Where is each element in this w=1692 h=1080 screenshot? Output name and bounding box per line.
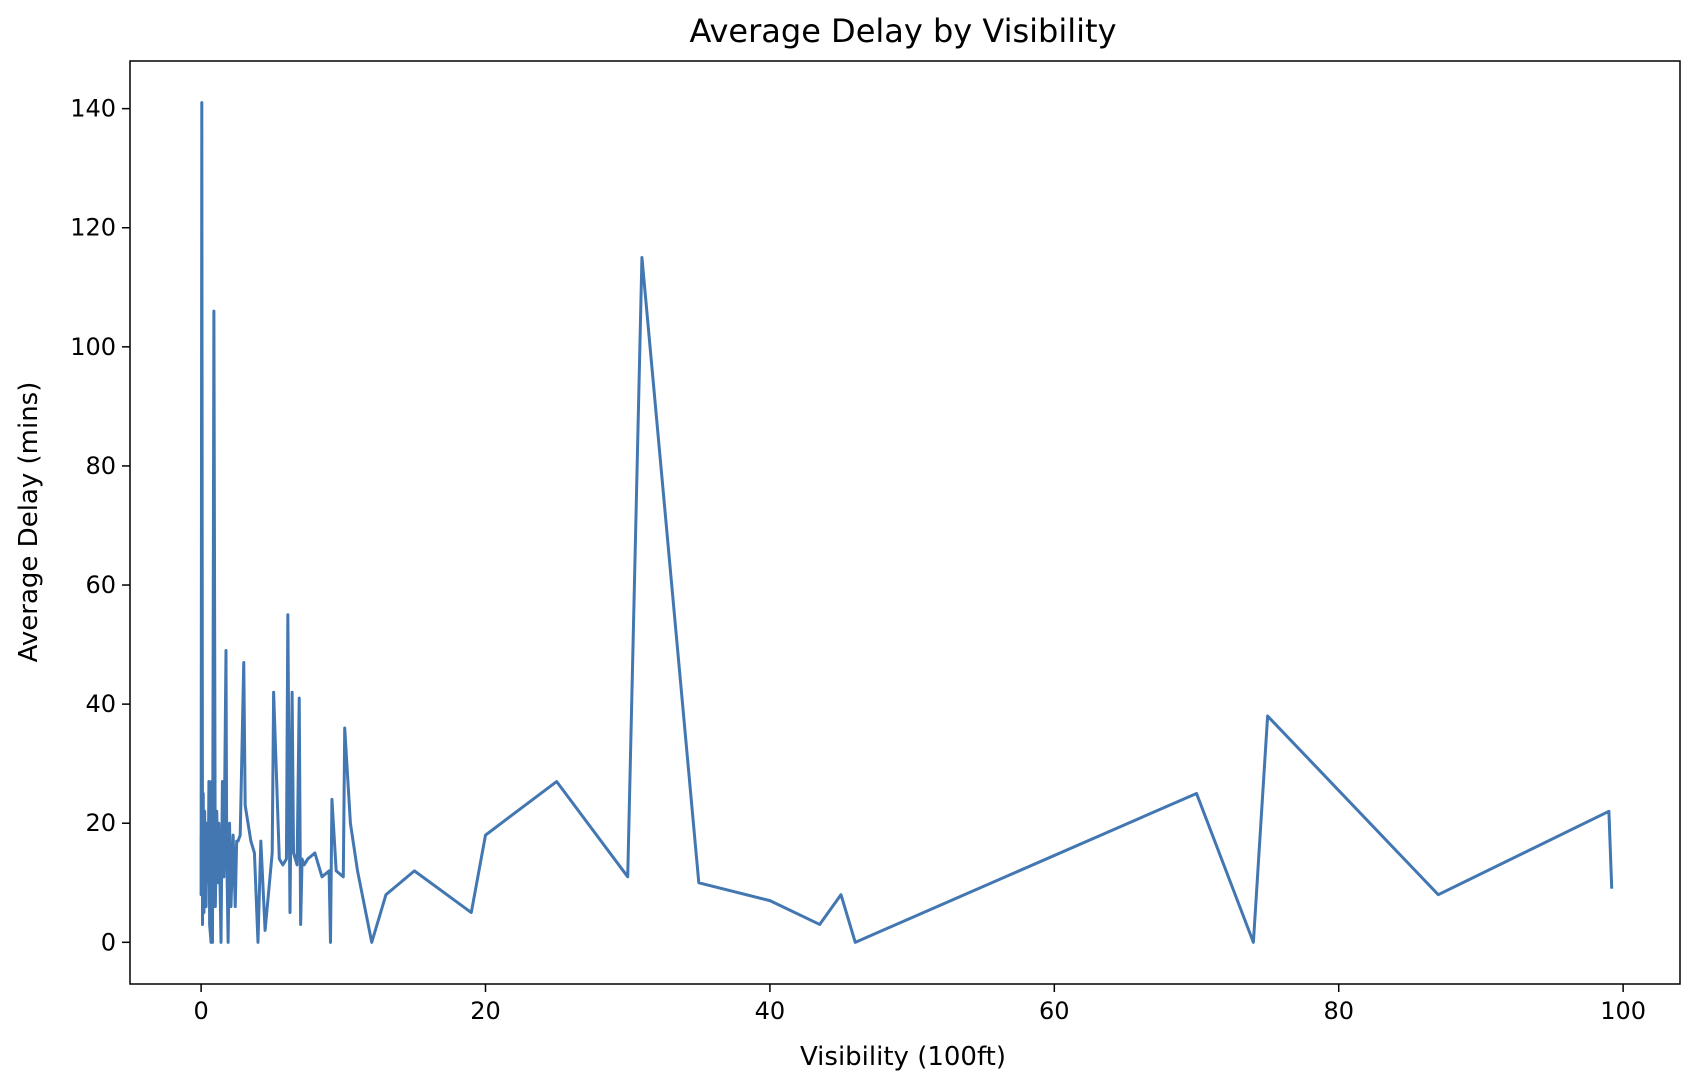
x-tick-label: 60: [1039, 997, 1070, 1025]
x-axis: 0 20 40 60 80 100: [193, 984, 1646, 1025]
y-tick-label: 140: [70, 95, 116, 123]
y-tick-label: 60: [85, 571, 116, 599]
y-tick-label: 0: [101, 928, 116, 956]
y-tick-label: 40: [85, 690, 116, 718]
plot-frame: [129, 60, 1681, 985]
y-tick-label: 80: [85, 452, 116, 480]
y-axis: 0 20 40 60 80 100 120 140: [70, 95, 130, 956]
x-tick-label: 0: [193, 997, 208, 1025]
plot-area: [199, 101, 1614, 944]
x-tick-label: 20: [470, 997, 501, 1025]
y-tick-label: 120: [70, 214, 116, 242]
x-axis-label: Visibility (100ft): [800, 1042, 1006, 1072]
y-tick-label: 100: [70, 333, 116, 361]
x-tick-label: 80: [1323, 997, 1354, 1025]
y-axis-label: Average Delay (mins): [14, 382, 44, 663]
chart-title: Average Delay by Visibility: [689, 12, 1116, 50]
x-tick-label: 40: [755, 997, 786, 1025]
series-line: [199, 101, 1614, 944]
y-tick-label: 20: [85, 809, 116, 837]
x-tick-label: 100: [1600, 997, 1646, 1025]
